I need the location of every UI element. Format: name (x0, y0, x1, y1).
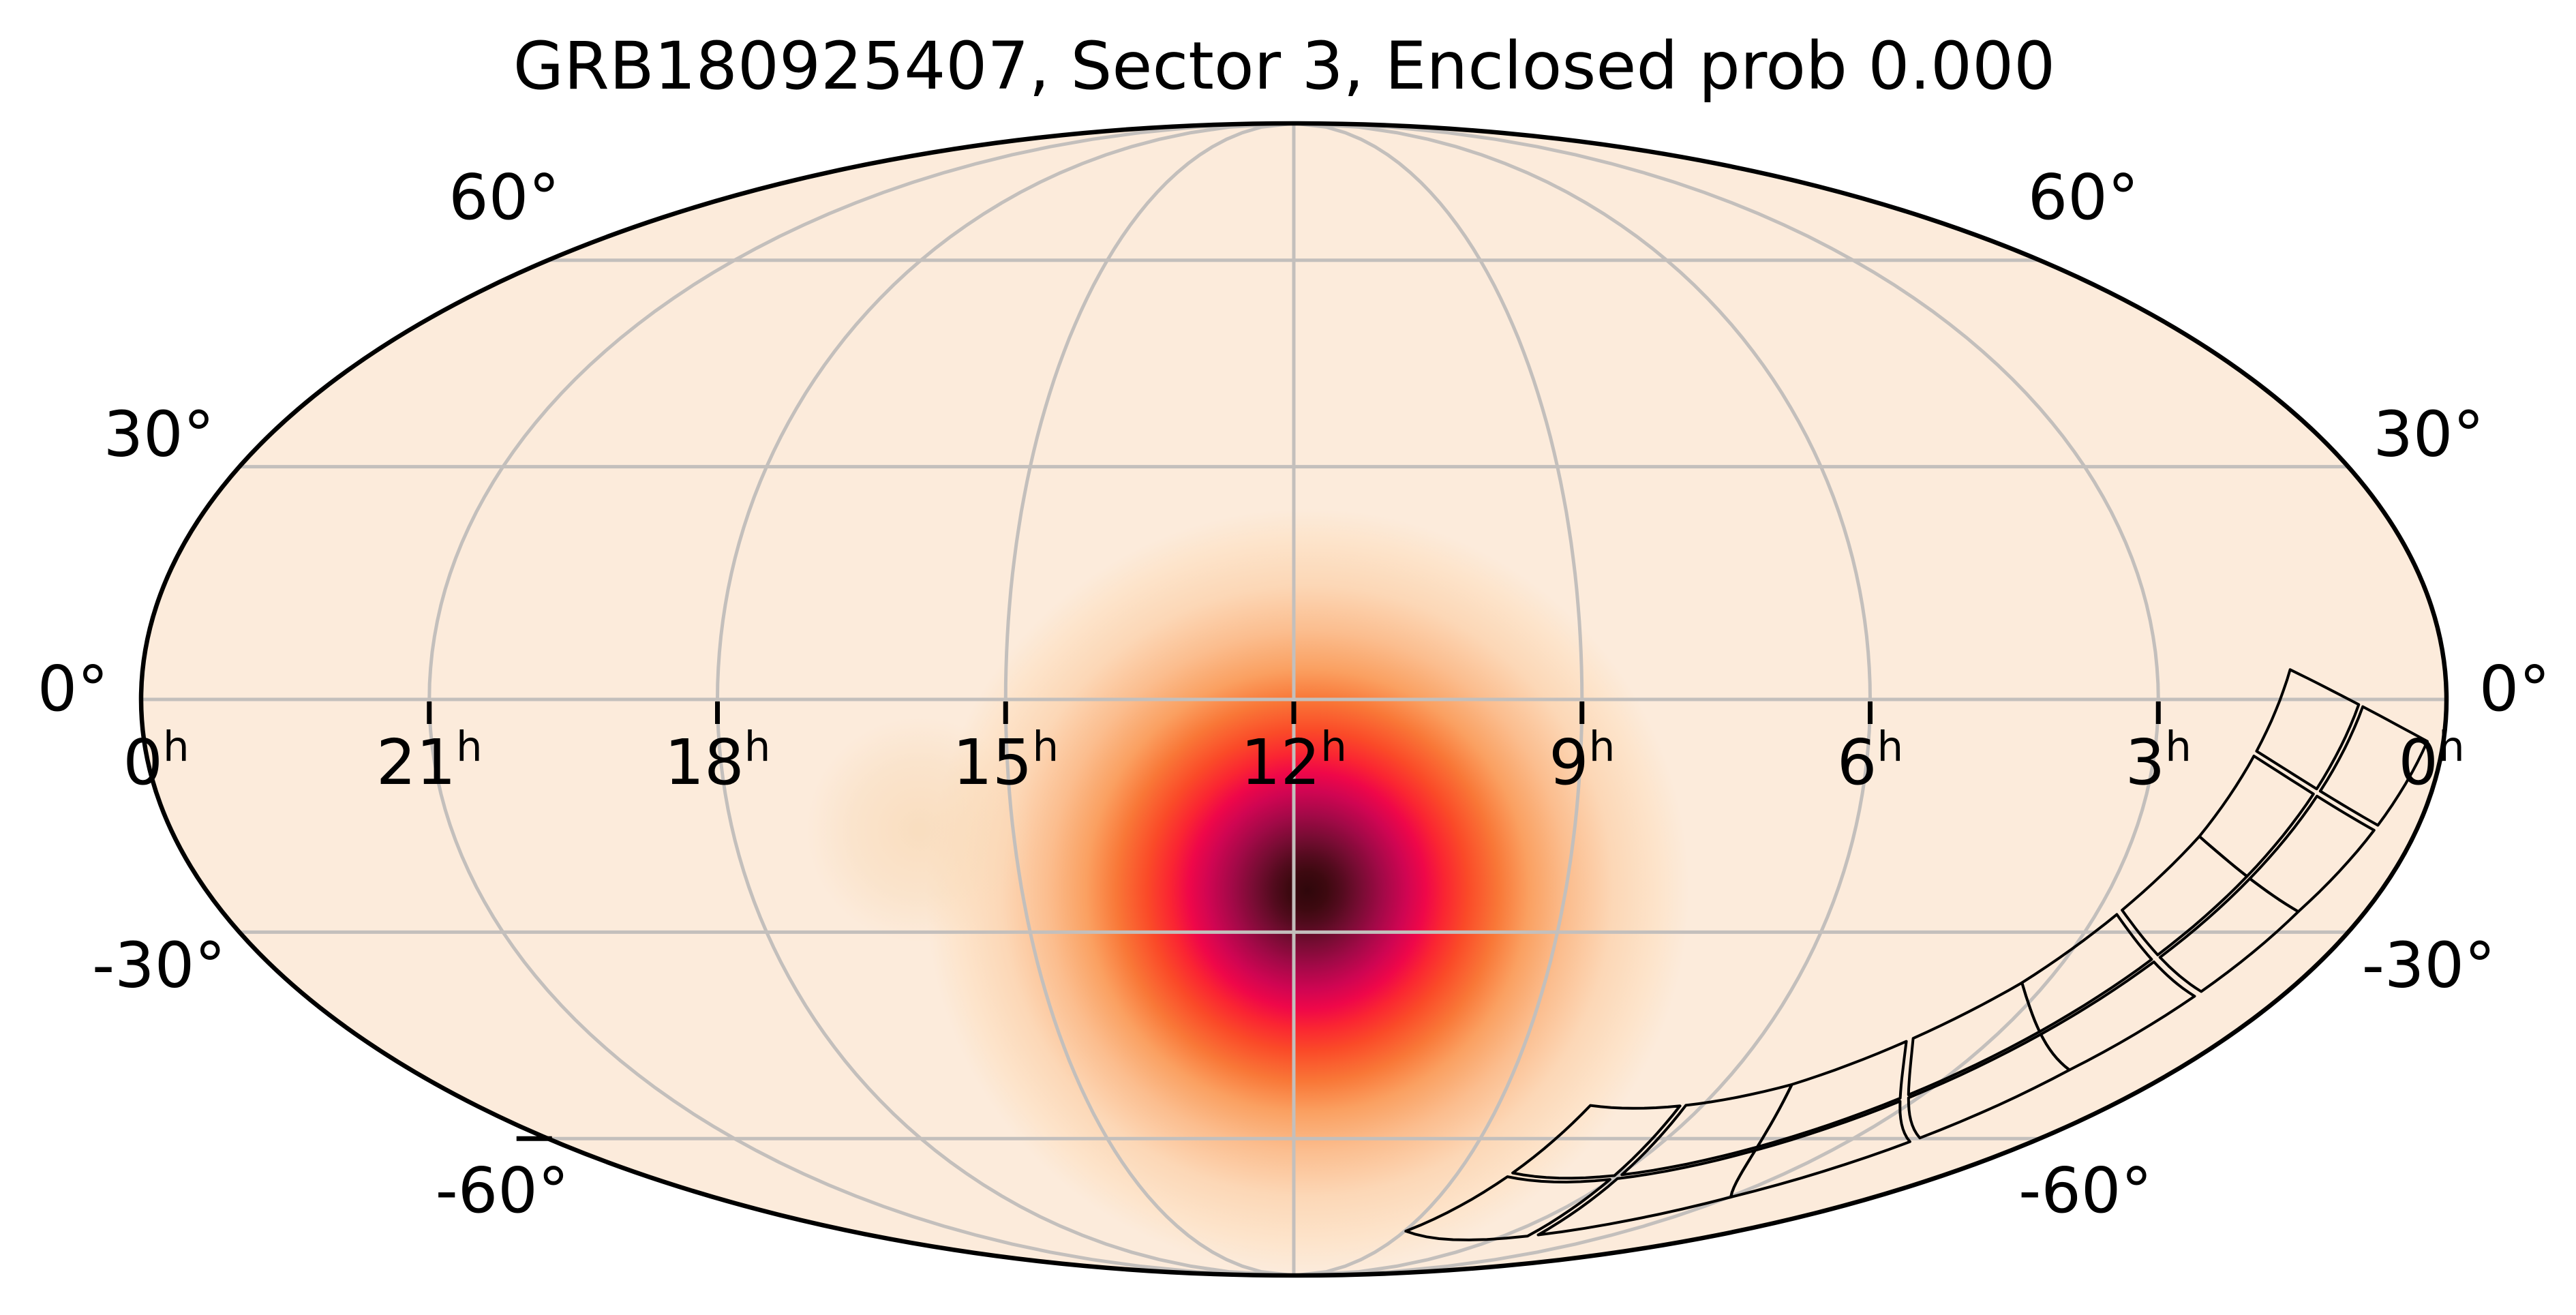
meridian-line (427, 121, 1294, 1278)
tess-ccd-outline (2121, 834, 2249, 956)
tess-ccd-outline (2318, 705, 2429, 827)
figure-title: GRB180925407, Sector 3, Enclosed prob 0.… (513, 28, 2055, 104)
meridian-line (1293, 121, 2160, 1278)
graticule-layer (141, 121, 2446, 1278)
ra-tick-label: 0h (123, 723, 189, 799)
tess-ccd-outline (1511, 1104, 1682, 1180)
meridian-line (1003, 121, 1294, 1278)
dec-tick-label-left: 60° (449, 161, 560, 234)
tess-ccd-outline (2255, 668, 2361, 791)
ra-tick-label: 3h (2125, 723, 2192, 799)
ra-tick-label: 9h (1549, 723, 1615, 799)
dec-tick-label-left: 30° (104, 398, 215, 471)
ra-tick-label: 6h (1837, 723, 1903, 799)
ra-tick-label: 12h (1241, 723, 1347, 799)
dec-tick-label-right: 30° (2373, 398, 2484, 471)
ra-tick-label: 0h (2398, 723, 2464, 799)
map-outline-layer (138, 121, 2449, 1278)
label-layer: 0h 21h 18h 15h 12h 9h 6h 3h 0h 60° 60° 30° 30° 0° 0° -3… (37, 161, 2551, 1227)
tess-ccd-outline (2158, 877, 2300, 993)
tess-footprint-layer (1404, 668, 2429, 1241)
probability-heatmap (925, 509, 1689, 1273)
map-outline (138, 121, 2449, 1278)
tick-layer (427, 701, 2161, 1141)
ra-tick-label: 15h (952, 723, 1059, 799)
meridian-line (715, 121, 1294, 1278)
ra-tick-label: 21h (376, 723, 483, 799)
tess-ccd-outline (1620, 1083, 1793, 1177)
meridian-line (1293, 121, 1873, 1278)
secondary-probability-glow (806, 717, 1032, 943)
dec-tick-label-right: 0° (2479, 652, 2551, 725)
tess-ccd-outline (1404, 1175, 1611, 1241)
tess-ccd-outline (1907, 981, 2042, 1096)
dec-tick-label-left: 0° (37, 652, 109, 725)
ra-tick-label: 18h (665, 723, 771, 799)
dec-tick-label-right: -60° (2018, 1154, 2152, 1227)
tess-ccd-outline (1536, 1149, 1757, 1237)
tess-ccd-outline (1907, 1033, 2071, 1140)
dec-tick-label-left: -60° (436, 1154, 569, 1227)
dec-tick-label-right: 60° (2028, 161, 2139, 234)
meridian-line (1293, 121, 1584, 1278)
dec-tick-label-left: -30° (92, 928, 226, 1001)
dec-tick-label-right: -30° (2362, 928, 2496, 1001)
